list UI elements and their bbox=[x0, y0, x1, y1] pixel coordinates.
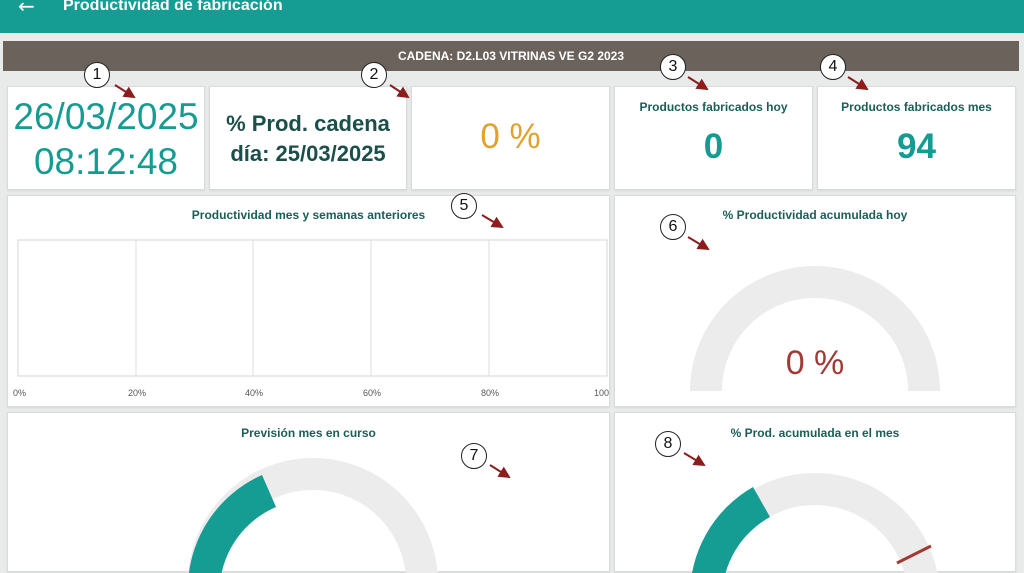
forecast-gauge bbox=[188, 458, 438, 573]
callout-marker: 6 bbox=[660, 214, 686, 240]
prod-chain-title-line1: % Prod. cadena bbox=[226, 111, 390, 136]
callout-marker: 7 bbox=[461, 443, 487, 469]
forecast-title: Previsión mes en curso bbox=[241, 426, 376, 440]
prod-chain-value: 0 % bbox=[480, 117, 541, 156]
page-title: Productividad de fabricación bbox=[63, 0, 283, 14]
month-products-value: 94 bbox=[897, 127, 936, 166]
today-gauge bbox=[690, 266, 940, 391]
x-tick-label: 60% bbox=[363, 388, 381, 398]
month-products-card: Productos fabricados mes 94 bbox=[817, 86, 1016, 190]
callout-marker: 8 bbox=[655, 431, 681, 457]
app-bar: ← Productividad de fabricación bbox=[0, 0, 1024, 33]
forecast-card: Previsión mes en curso bbox=[7, 412, 610, 573]
current-date: 26/03/2025 bbox=[13, 96, 199, 137]
callout-marker: 5 bbox=[451, 193, 477, 219]
callout-marker: 2 bbox=[361, 62, 387, 88]
prod-chain-value-card: 0 % bbox=[411, 86, 610, 190]
prod-chain-title-line2: día: 25/03/2025 bbox=[230, 141, 386, 166]
prod-chain-title: % Prod. cadena día: 25/03/2025 bbox=[210, 109, 406, 169]
gauge-fill bbox=[692, 487, 770, 573]
today-products-title: Productos fabricados hoy bbox=[639, 100, 788, 114]
prod-chain-title-card: % Prod. cadena día: 25/03/2025 bbox=[209, 86, 407, 190]
callout-marker: 3 bbox=[660, 54, 686, 80]
today-products-card: Productos fabricados hoy 0 bbox=[614, 86, 813, 190]
weekly-chart-card: Productividad mes y semanas anteriores 0… bbox=[7, 195, 610, 407]
month-products-title: Productos fabricados mes bbox=[841, 100, 992, 114]
today-gauge-title: % Productividad acumulada hoy bbox=[722, 208, 908, 222]
datetime-card: 26/03/2025 08:12:48 bbox=[7, 86, 205, 190]
weekly-chart-title: Productividad mes y semanas anteriores bbox=[191, 208, 426, 222]
month-gauge-card: % Prod. acumulada en el mes bbox=[614, 412, 1016, 573]
month-gauge bbox=[692, 473, 938, 573]
back-arrow-icon[interactable]: ← bbox=[18, 0, 35, 18]
chain-banner: CADENA: D2.L03 VITRINAS VE G2 2023 bbox=[3, 41, 1019, 71]
callout-marker: 4 bbox=[820, 54, 846, 80]
gauge-target-marker bbox=[896, 544, 932, 565]
callout-marker: 1 bbox=[84, 62, 110, 88]
chart-plot-area bbox=[17, 239, 608, 377]
gauge-track bbox=[690, 266, 940, 391]
x-tick-label: 0% bbox=[13, 388, 26, 398]
x-tick-label: 20% bbox=[128, 388, 146, 398]
today-products-value: 0 bbox=[703, 127, 724, 166]
month-gauge-title: % Prod. acumulada en el mes bbox=[730, 426, 900, 440]
x-tick-label: 100 bbox=[594, 388, 609, 398]
datetime-display: 26/03/2025 08:12:48 bbox=[8, 94, 204, 184]
x-tick-label: 80% bbox=[481, 388, 499, 398]
today-gauge-value: 0 % bbox=[785, 344, 845, 382]
x-tick-label: 40% bbox=[245, 388, 263, 398]
current-time: 08:12:48 bbox=[33, 141, 179, 182]
gauge-fill bbox=[188, 475, 276, 573]
weekly-chart: 0% 20% 40% 60% 80% 100 bbox=[13, 239, 609, 398]
